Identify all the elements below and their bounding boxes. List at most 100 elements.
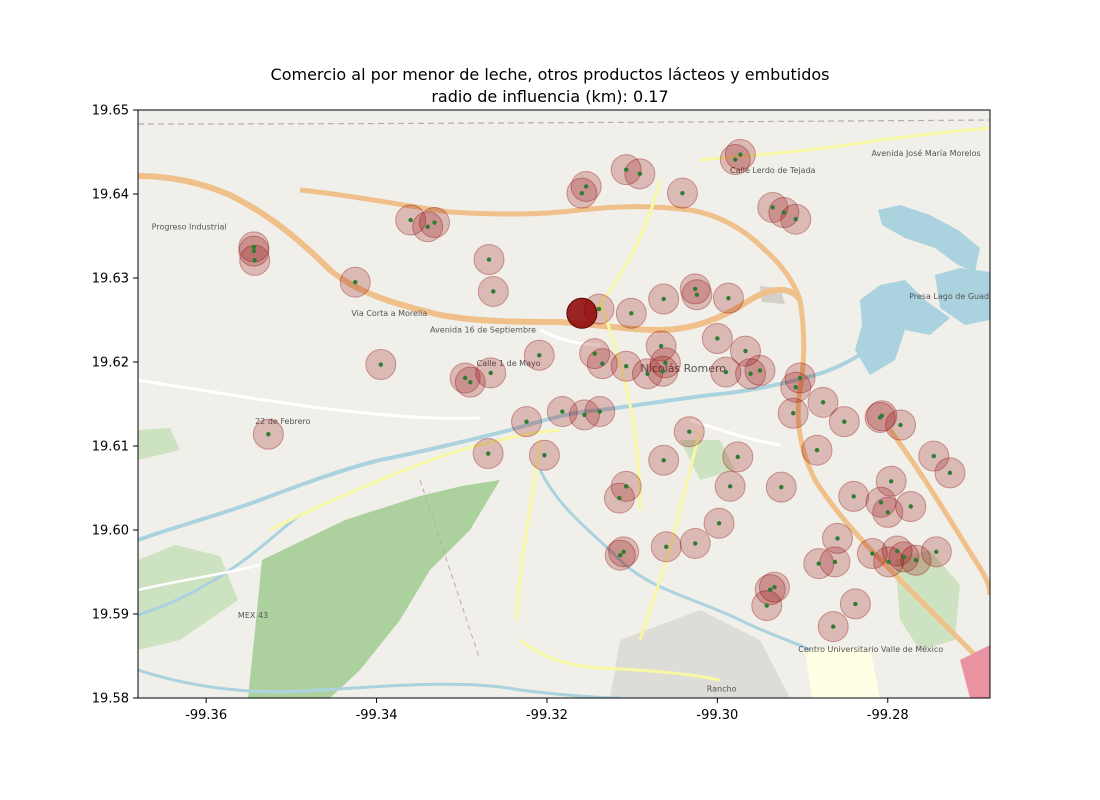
river-south (538, 469, 811, 652)
point-center (913, 558, 919, 563)
lake-north (878, 205, 980, 272)
road-fernandez-leal (138, 563, 261, 592)
point-center (617, 495, 622, 501)
point-center (947, 470, 953, 476)
basemap-label: Rancho (707, 684, 737, 693)
point-center (757, 368, 763, 373)
y-tick-label: 19.63 (92, 272, 129, 287)
river-main (138, 343, 877, 542)
highway-end (960, 645, 990, 698)
point-center (537, 353, 542, 358)
point-center (658, 343, 664, 349)
road-calle-emiliano-zapata (138, 378, 481, 420)
point-center (790, 411, 796, 416)
point-center (779, 484, 784, 490)
basemap-label: Calle 1 de Mayo (477, 359, 541, 368)
basemap-label: MEX 43 (238, 611, 268, 620)
point-center (645, 371, 650, 376)
basemap-label: Calle Lerdo de Tejada (730, 166, 815, 175)
point-center (934, 549, 939, 555)
urban-area-south (610, 610, 790, 698)
point-center (908, 504, 913, 509)
markers (238, 139, 966, 643)
point-center (621, 549, 626, 555)
point-center (579, 190, 585, 196)
point-center (618, 553, 623, 558)
y-tick-label: 19.60 (92, 524, 129, 539)
point-center (693, 541, 698, 546)
point-center (251, 244, 257, 250)
y-tick-label: 19.58 (92, 692, 129, 707)
point-center (560, 409, 565, 414)
basemap (138, 119, 990, 698)
y-tick-label: 19.64 (92, 188, 129, 203)
point-center (661, 458, 666, 463)
point-center (623, 484, 629, 489)
point-center (600, 361, 605, 366)
point-center (486, 257, 492, 262)
point-center (851, 494, 856, 499)
point-center (885, 510, 890, 515)
point-center (898, 422, 903, 428)
basemap-label: Via Corta a Morelia (351, 309, 427, 318)
road-boulevard-east (887, 428, 990, 596)
point-center (266, 432, 271, 437)
x-tick-label: -99.36 (185, 708, 227, 723)
road-carretera-villa-del-carbon (299, 187, 803, 301)
point-center (408, 217, 413, 223)
x-axis: -99.36 -99.34 -99.32 -99.30 -99.28 (185, 698, 909, 723)
point-center (814, 448, 820, 453)
point-center (842, 419, 847, 424)
point-center (831, 624, 836, 629)
chart-title: Comercio al por menor de leche, otros pr… (270, 65, 830, 84)
point-center (748, 371, 753, 376)
road-via-corta-morelia (138, 173, 803, 334)
point-center (816, 561, 821, 566)
point-center (596, 306, 602, 312)
point-center (491, 289, 496, 294)
point-center (432, 220, 437, 225)
x-tick-label: -99.32 (526, 708, 568, 723)
y-tick-label: 19.61 (92, 440, 129, 455)
point-center (931, 453, 936, 459)
point-center (597, 409, 602, 414)
basemap-label: Presa Lago de Guadalupe (909, 292, 1011, 301)
point-center (878, 500, 884, 505)
point-center (542, 453, 547, 458)
basemap-label: Progreso Industrial (152, 222, 227, 231)
point-center (727, 484, 733, 489)
point-center (663, 360, 668, 366)
basemap-label: Avenida José María Morelos (871, 148, 980, 158)
river-bottom (138, 668, 621, 698)
point-center (251, 248, 257, 254)
basemap-label: 22 de Febrero (255, 417, 311, 426)
point-center (723, 369, 729, 375)
point-center (793, 217, 798, 222)
point-center (820, 400, 826, 405)
point-center (582, 412, 587, 418)
point-center (853, 601, 858, 607)
point-center (716, 521, 722, 526)
point-center (623, 167, 629, 172)
green-area-small (138, 428, 180, 460)
green-area-west (138, 545, 238, 650)
point-center (462, 375, 468, 381)
point-center (637, 171, 643, 177)
point-center (468, 379, 473, 385)
point-center (664, 544, 669, 549)
lake-east (935, 268, 990, 325)
point-center (592, 351, 597, 356)
point-center (770, 205, 775, 210)
point-center (693, 286, 698, 292)
point-center (583, 184, 589, 189)
x-tick-label: -99.28 (867, 708, 909, 723)
point-center (687, 429, 692, 434)
point-center (623, 364, 629, 369)
point-center (738, 152, 743, 157)
river-west (138, 513, 301, 617)
point-center (767, 587, 773, 592)
point-center (870, 551, 875, 556)
